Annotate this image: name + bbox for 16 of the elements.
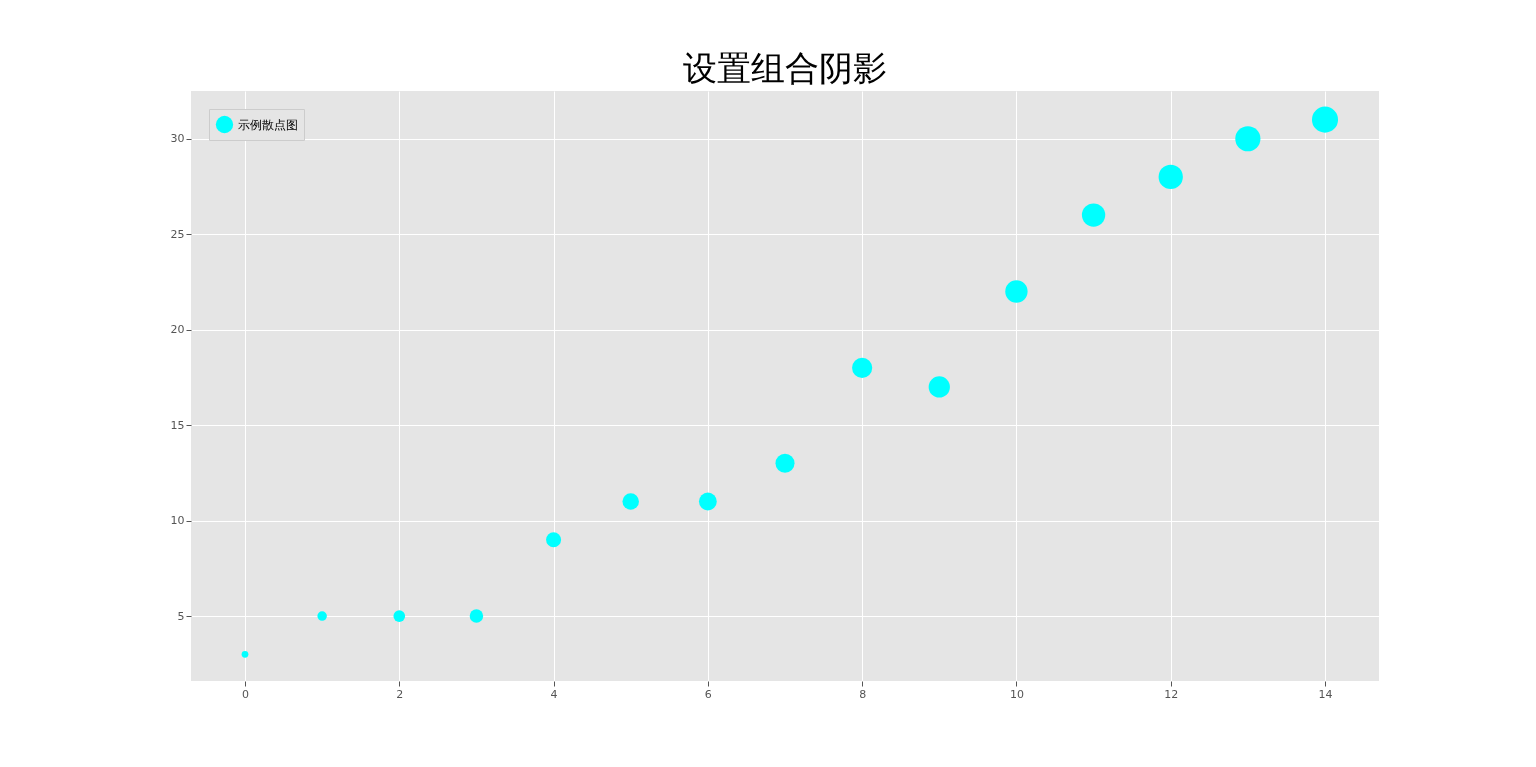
x-tick-label: 2 [396,687,404,701]
y-tick-label: 20 [170,323,185,337]
x-tick-label: 14 [1318,687,1333,701]
legend-label: 示例散点图 [238,117,298,132]
y-tick-label: 25 [170,227,185,241]
y-tick-label: 30 [170,132,185,146]
x-tick-label: 6 [704,687,712,701]
chart-title: 设置组合阴影 [683,48,887,88]
x-tick-label: 8 [859,687,867,701]
x-tick-label: 0 [242,687,249,701]
x-tick-label: 12 [1164,687,1179,701]
x-tick-label: 10 [1009,687,1024,701]
y-tick-label: 10 [170,514,185,528]
y-tick-label: 15 [170,418,185,432]
x-tick-label: 4 [550,687,558,701]
y-tick-label: 5 [177,609,185,623]
